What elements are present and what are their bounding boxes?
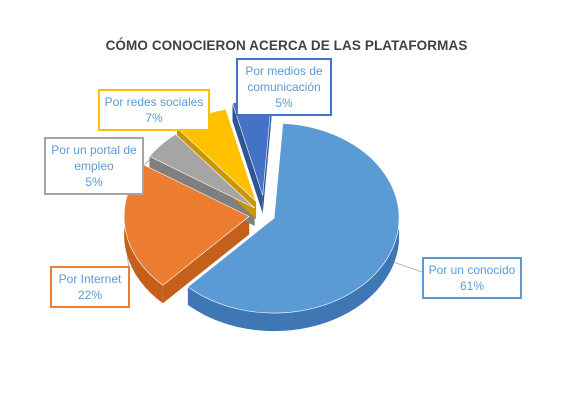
slice-por-un-conocido <box>187 122 400 314</box>
slice-label: Por un portal de empleo <box>51 143 137 173</box>
slice-label: Por redes sociales <box>104 95 204 109</box>
slice-face-4-1 <box>262 100 272 214</box>
data-label-por-un-conocido: Por un conocido 61% <box>422 257 522 299</box>
slice-label: Por un conocido <box>428 263 516 277</box>
slice-label: Por Internet <box>58 272 122 286</box>
slice-por-un-portal-de-empleo <box>149 133 255 209</box>
data-label-por-un-portal-de-empleo: Por un portal de empleo 5% <box>44 137 144 195</box>
chart-title: CÓMO CONOCIERON ACERCA DE LAS PLATAFORMA… <box>105 38 468 53</box>
slice-percent: 7% <box>145 111 163 125</box>
slice-percent: 5% <box>275 96 293 110</box>
slice-side-0 <box>187 123 400 332</box>
slice-percent: 61% <box>459 279 485 293</box>
slice-face-1-0 <box>162 216 250 304</box>
slice-percent: 22% <box>77 288 103 302</box>
data-label-por-redes-sociales: Por redes sociales 7% <box>98 89 210 131</box>
slice-side-1 <box>124 165 163 304</box>
data-label-por-medios-de-comunicacion: Por medios de comunicación 5% <box>236 58 332 116</box>
data-label-por-internet: Por Internet 22% <box>50 266 130 308</box>
slice-percent: 5% <box>85 175 103 189</box>
slice-label: Por medios de comunicación <box>245 64 323 94</box>
slice-tops <box>123 99 400 314</box>
slice-face-4-0 <box>232 103 263 214</box>
